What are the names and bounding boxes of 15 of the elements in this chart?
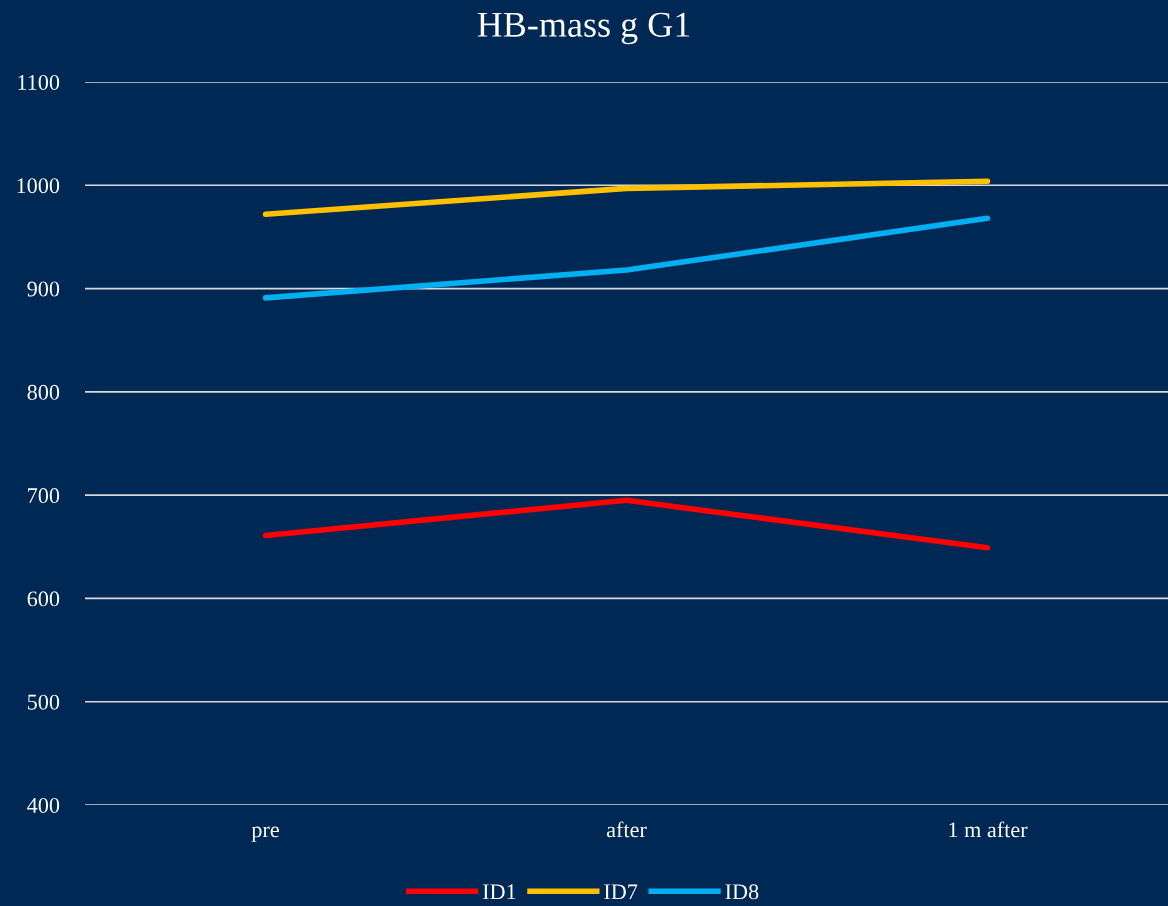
legend-label: ID1 <box>482 884 516 900</box>
legend-label: ID8 <box>725 884 759 900</box>
y-tick-label: 900 <box>27 281 60 297</box>
y-tick-label: 500 <box>27 694 60 710</box>
y-tick-label: 700 <box>28 488 60 504</box>
x-tick-label: pre <box>251 826 279 842</box>
y-tick-label: 1000 <box>17 178 60 194</box>
x-tick-label: after <box>606 821 647 838</box>
legend-label: ID7 <box>604 884 638 900</box>
x-tick-label: 1 m after <box>949 821 1028 838</box>
y-tick-label: 800 <box>27 384 60 400</box>
chart-title: HB-mass g G1 <box>477 12 690 45</box>
y-tick-label: 1100 <box>18 74 60 90</box>
y-tick-label: 600 <box>27 591 60 607</box>
y-tick-label: 400 <box>27 797 60 813</box>
